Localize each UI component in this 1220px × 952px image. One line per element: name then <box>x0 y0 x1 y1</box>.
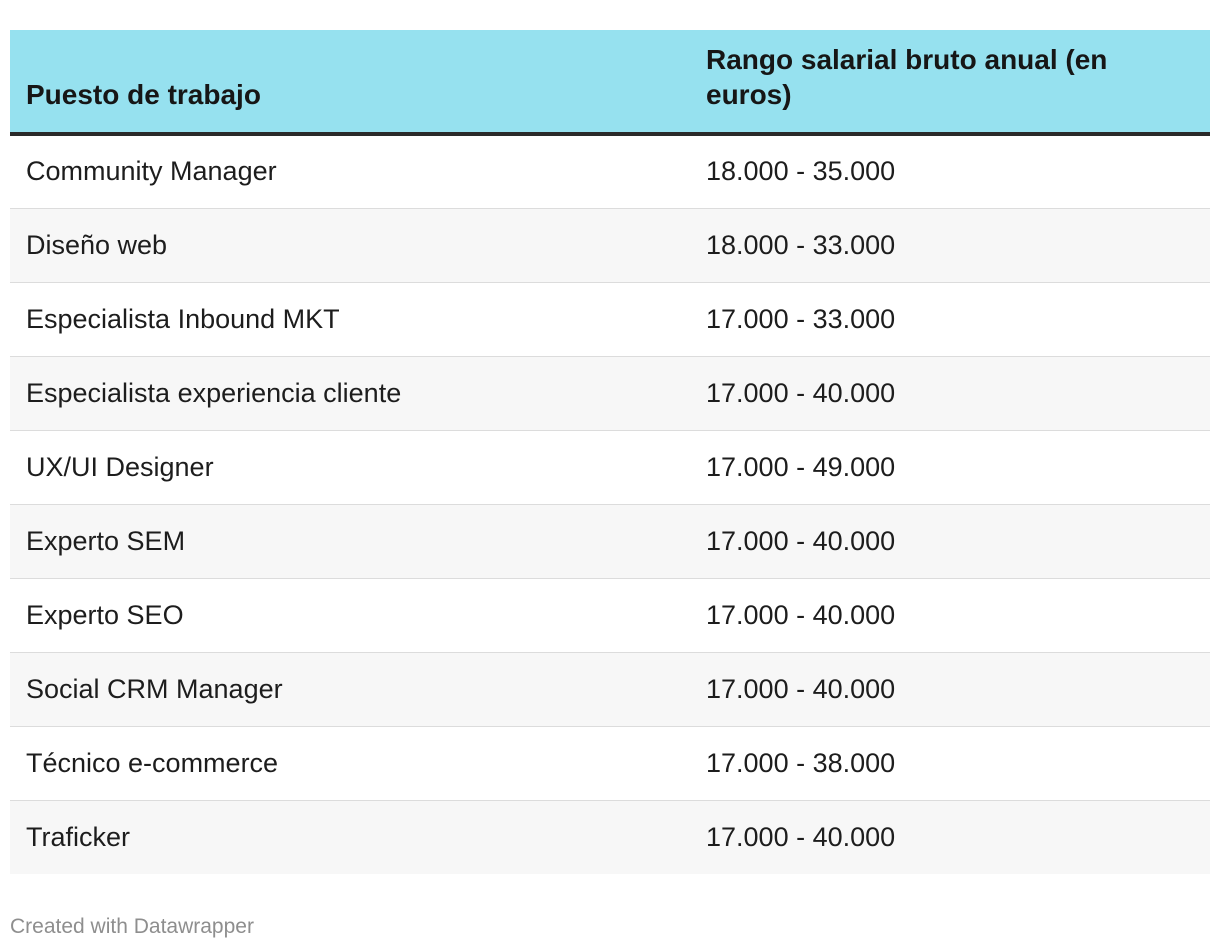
cell-salary-range: 17.000 - 40.000 <box>690 799 1210 874</box>
cell-salary-range: 18.000 - 33.000 <box>690 207 1210 282</box>
table-row: Traficker 17.000 - 40.000 <box>10 799 1210 874</box>
cell-job-title: Especialista Inbound MKT <box>10 281 690 356</box>
table-row: Especialista experiencia cliente 17.000 -… <box>10 355 1210 430</box>
cell-job-title: Experto SEO <box>10 577 690 652</box>
cell-salary-range: 17.000 - 40.000 <box>690 651 1210 726</box>
table-row: Técnico e-commerce 17.000 - 38.000 <box>10 725 1210 800</box>
cell-job-title: Experto SEM <box>10 503 690 578</box>
table-row: Diseño web 18.000 - 33.000 <box>10 207 1210 282</box>
cell-job-title: Traficker <box>10 799 690 874</box>
cell-job-title: Social CRM Manager <box>10 651 690 726</box>
datawrapper-credit: Created with Datawrapper <box>10 915 254 938</box>
cell-salary-range: 17.000 - 38.000 <box>690 725 1210 800</box>
cell-job-title: UX/UI Designer <box>10 429 690 504</box>
table-row: Experto SEM 17.000 - 40.000 <box>10 503 1210 578</box>
cell-salary-range: 17.000 - 49.000 <box>690 429 1210 504</box>
cell-salary-range: 17.000 - 40.000 <box>690 355 1210 430</box>
cell-job-title: Técnico e-commerce <box>10 725 690 800</box>
table-row: Experto SEO 17.000 - 40.000 <box>10 577 1210 652</box>
table-body: Community Manager 18.000 - 35.000 Diseño w… <box>10 134 1210 874</box>
table-row: UX/UI Designer 17.000 - 49.000 <box>10 429 1210 504</box>
table-row: Social CRM Manager 17.000 - 40.000 <box>10 651 1210 726</box>
salary-table: Puesto de trabajo Rango salarial bruto a… <box>10 30 1210 874</box>
table-row: Especialista Inbound MKT 17.000 - 33.000 <box>10 281 1210 356</box>
column-header-salary-range: Rango salarial bruto anual (en euros) <box>690 30 1210 136</box>
cell-salary-range: 18.000 - 35.000 <box>706 156 896 187</box>
salary-table-container: Puesto de trabajo Rango salarial bruto a… <box>10 30 1210 874</box>
table-header-row: Puesto de trabajo Rango salarial bruto a… <box>10 30 1210 136</box>
cell-job-title: Especialista experiencia cliente <box>10 355 690 430</box>
column-header-job-title: Puesto de trabajo <box>10 30 690 136</box>
cell-salary-range: 17.000 - 40.000 <box>690 577 1210 652</box>
cell-job-title: Community Manager <box>26 156 277 187</box>
cell-job-title: Diseño web <box>10 207 690 282</box>
cell-salary-range: 17.000 - 40.000 <box>690 503 1210 578</box>
table-row: Community Manager 18.000 - 35.000 <box>10 134 1210 208</box>
cell-salary-range: 17.000 - 33.000 <box>690 281 1210 356</box>
